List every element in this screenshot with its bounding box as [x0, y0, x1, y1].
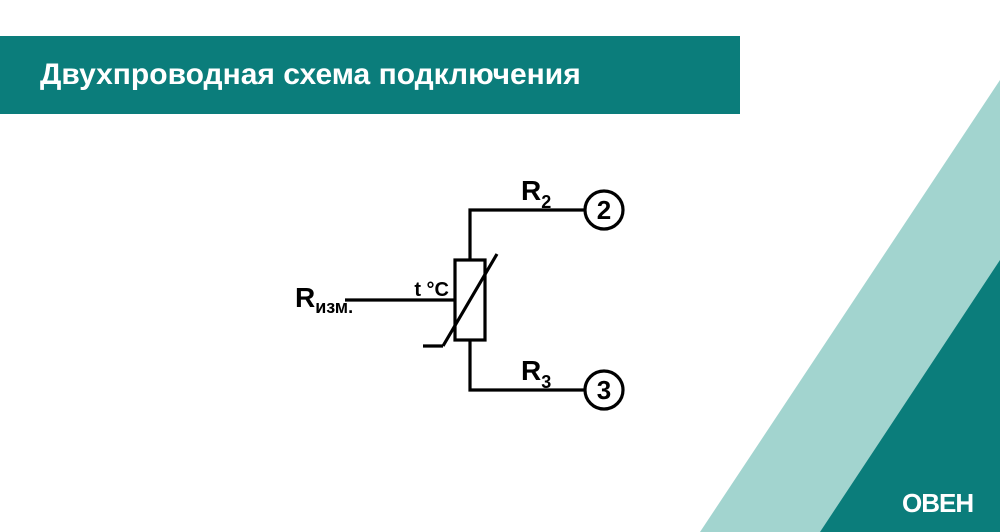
wire-to-terminal-2	[470, 210, 585, 260]
terminal-2-label: 2	[597, 195, 611, 225]
r3-label: R3	[521, 355, 551, 392]
terminal-3-label: 3	[597, 375, 611, 405]
page-title: Двухпроводная схема подключения	[40, 58, 581, 92]
temp-label: t °C	[414, 279, 449, 301]
r-izm-label: Rизм.	[295, 282, 353, 316]
r2-label: R2	[521, 175, 551, 212]
circuit-diagram: 2 3 Rизм. t °C R2 R3	[285, 160, 705, 460]
title-bar: Двухпроводная схема подключения	[0, 36, 740, 114]
brand-logo: ОВЕН	[902, 488, 973, 519]
triangle-light	[700, 80, 1000, 532]
stage: Двухпроводная схема подключения 2 3 Rизм…	[0, 0, 1000, 532]
